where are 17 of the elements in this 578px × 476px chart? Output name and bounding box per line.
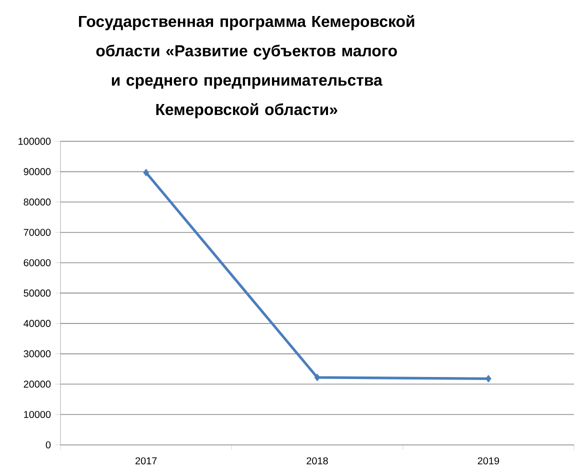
y-tick-label: 0 bbox=[46, 441, 51, 449]
y-tick-label: 20000 bbox=[24, 380, 51, 388]
y-tick-label: 50000 bbox=[24, 290, 51, 297]
x-tick-label: 2017 bbox=[136, 457, 157, 465]
y-tick-label: 10000 bbox=[24, 411, 51, 418]
y-tick-label: 60000 bbox=[24, 259, 51, 266]
y-tick-label: 70000 bbox=[24, 228, 51, 236]
x-tick-label: 2019 bbox=[478, 457, 500, 465]
y-tick-label: 30000 bbox=[24, 350, 51, 358]
y-tick-label: 40000 bbox=[24, 320, 51, 328]
y-tick-label: 90000 bbox=[24, 168, 51, 176]
x-tick-label: 2018 bbox=[306, 457, 328, 465]
chart-title: Государственная программа Кемеровской области «Развитие субъектов малого и среднего предпринимательства Кемеровской области» bbox=[79, 15, 414, 118]
y-tick-label: 80000 bbox=[24, 198, 51, 206]
point bbox=[143, 168, 150, 177]
point bbox=[314, 374, 320, 382]
y-tick-label: 100000 bbox=[18, 138, 51, 145]
